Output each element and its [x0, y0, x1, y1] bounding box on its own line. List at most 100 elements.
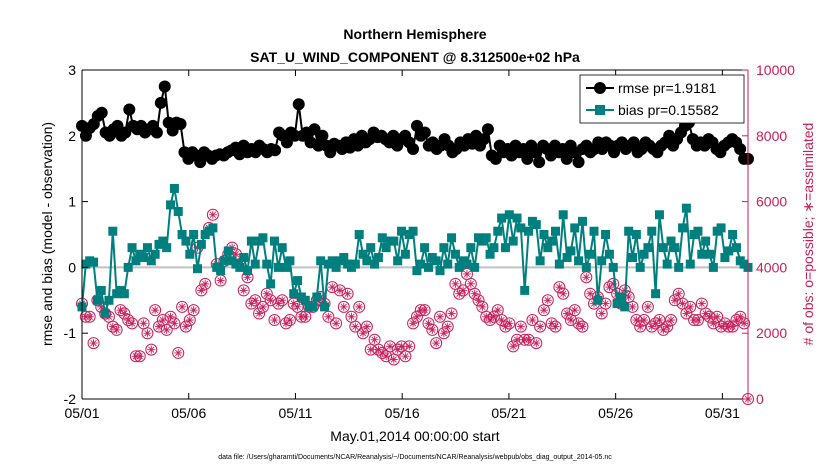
- rmse-point: [280, 136, 293, 149]
- bias-point: [189, 230, 199, 239]
- obs-count-point: [711, 310, 724, 323]
- bias-point: [558, 210, 568, 220]
- bias-point: [277, 243, 287, 253]
- rmse-point: [150, 126, 163, 139]
- obs-count-point: [141, 327, 154, 340]
- obs-count-point: [368, 333, 381, 346]
- obs-count-point: [541, 294, 554, 307]
- bias-point: [608, 262, 618, 272]
- bias-point: [127, 243, 137, 253]
- y-tick-label-left: 2: [68, 128, 76, 144]
- obs-count-point: [183, 314, 196, 327]
- obs-count-point: [580, 271, 593, 284]
- obs-count-point: [345, 310, 358, 323]
- bias-point: [662, 259, 672, 269]
- bias-point: [693, 226, 703, 236]
- obs-count-point: [399, 350, 412, 363]
- bias-point: [574, 256, 584, 266]
- bias-point: [616, 292, 626, 302]
- legend-rmse-marker: [594, 82, 606, 94]
- bias-point: [454, 262, 464, 272]
- bias-point: [716, 223, 726, 233]
- obs-count-point: [160, 323, 173, 336]
- obs-count-point: [195, 284, 208, 297]
- legend: rmse pr=1.9181 bias pr=0.15582: [579, 74, 745, 124]
- obs-count-point: [430, 337, 443, 350]
- bias-point: [235, 262, 245, 272]
- obs-count-point: [341, 287, 354, 300]
- legend-bias-marker: [595, 105, 605, 115]
- y-tick-label-left: -2: [64, 391, 77, 407]
- rmse-point: [111, 119, 124, 132]
- bias-point: [192, 264, 202, 274]
- x-tick-label: 05/21: [491, 405, 526, 421]
- obs-count-point: [256, 300, 269, 313]
- obs-count-series: [76, 208, 754, 405]
- bias-point: [577, 216, 587, 226]
- obs-count-point: [607, 277, 620, 290]
- obs-count-point: [557, 287, 570, 300]
- obs-count-point: [445, 307, 458, 320]
- obs-count-point: [514, 320, 527, 333]
- y-tick-label-left: 3: [68, 62, 76, 78]
- bias-point: [720, 253, 730, 263]
- bias-point: [243, 266, 253, 276]
- bias-point: [581, 262, 591, 272]
- bias-point: [435, 266, 445, 276]
- y-ticks-right: 0 2000 4000 6000 8000 10000: [742, 62, 795, 407]
- rmse-point: [174, 117, 187, 130]
- obs-count-point: [337, 300, 350, 313]
- bias-point: [639, 249, 649, 259]
- obs-count-point: [476, 300, 489, 313]
- obs-count-point: [176, 300, 189, 313]
- bias-point: [728, 230, 738, 239]
- y-tick-label-right: 2000: [756, 325, 787, 341]
- obs-count-point: [330, 317, 343, 330]
- bias-point: [397, 226, 407, 236]
- obs-count-point: [695, 297, 708, 310]
- bias-point: [524, 226, 534, 236]
- bias-point: [281, 262, 291, 272]
- bias-point: [643, 243, 653, 253]
- obs-count-point: [638, 314, 651, 327]
- bias-point: [612, 299, 622, 309]
- rmse-point: [308, 123, 321, 136]
- obs-count-point: [380, 350, 393, 363]
- bias-point: [551, 226, 561, 236]
- obs-count-point: [145, 343, 158, 356]
- bias-point: [597, 256, 607, 266]
- bias-point: [273, 262, 283, 272]
- obs-count-point: [468, 287, 481, 300]
- obs-count-point: [299, 310, 312, 323]
- rmse-point: [154, 96, 167, 109]
- obs-count-point: [464, 277, 477, 290]
- y-axis-label-left: rmse and bias (model - observation): [39, 122, 55, 346]
- bias-point: [554, 259, 564, 269]
- bias-point: [731, 243, 741, 253]
- rmse-point: [292, 98, 305, 111]
- obs-count-point: [83, 310, 96, 323]
- rmse-point: [418, 126, 431, 139]
- obs-count-point: [738, 317, 751, 330]
- obs-count-point: [353, 300, 366, 313]
- bias-point: [697, 249, 707, 259]
- bias-point: [331, 262, 341, 272]
- bias-point: [320, 302, 330, 312]
- obs-count-point: [691, 314, 704, 327]
- bias-point: [362, 256, 372, 266]
- obs-count-point: [537, 304, 550, 317]
- obs-count-point: [133, 350, 146, 363]
- bias-point: [485, 249, 495, 259]
- bias-point: [285, 256, 295, 266]
- obs-count-point: [457, 284, 470, 297]
- y-ticks-left: -2 -1 0 1 2 3: [64, 62, 88, 407]
- rmse-point: [529, 146, 542, 159]
- obs-count-point: [530, 337, 543, 350]
- obs-count-point: [322, 310, 335, 323]
- bias-point: [412, 266, 422, 276]
- bias-point: [185, 249, 195, 259]
- obs-count-point: [110, 323, 123, 336]
- rmse-point: [410, 119, 423, 132]
- x-tick-label: 05/01: [64, 405, 99, 421]
- obs-count-point: [264, 294, 277, 307]
